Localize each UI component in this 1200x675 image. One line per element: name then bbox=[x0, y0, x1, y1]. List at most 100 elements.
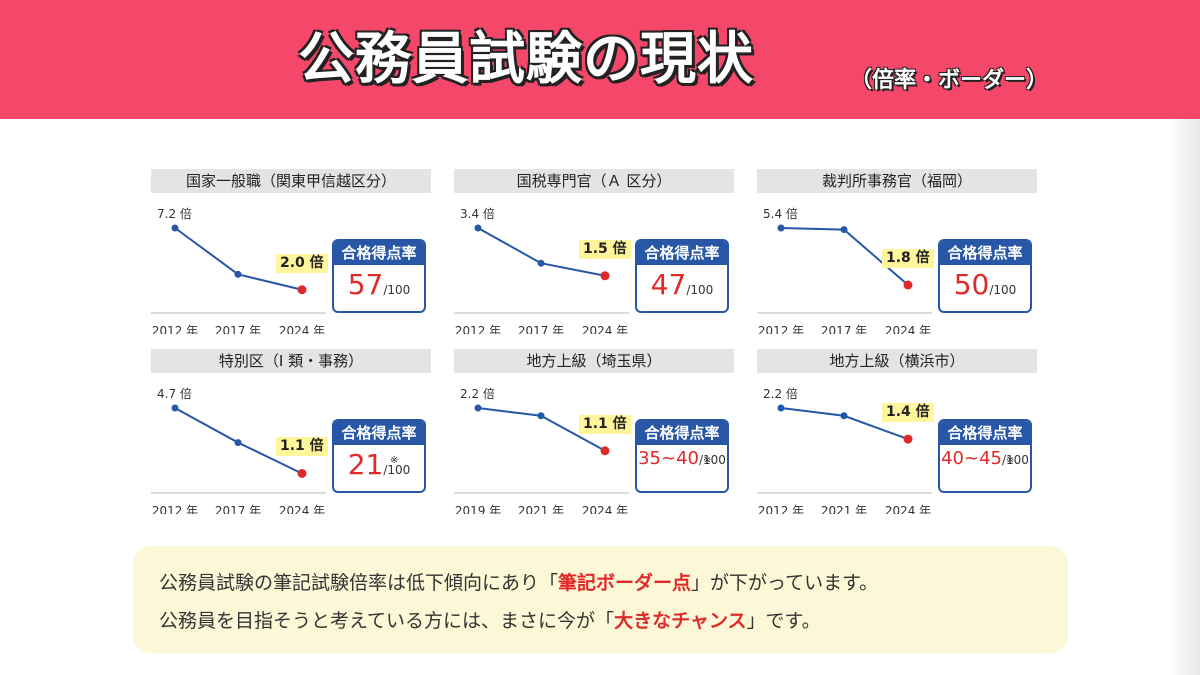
pass-rate-number: 35~40 bbox=[638, 448, 699, 469]
pass-rate-title: 合格得点率 bbox=[940, 241, 1030, 265]
x-tick-label: 2012 年 bbox=[152, 324, 198, 334]
pass-rate-title: 合格得点率 bbox=[334, 241, 424, 265]
start-value-label: 2.2 倍 bbox=[763, 386, 798, 401]
x-tick-label: 2024 年 bbox=[279, 504, 325, 514]
chart-title: 地方上級（横浜市） bbox=[757, 349, 1037, 373]
end-value-label: 2.0 倍 bbox=[276, 253, 328, 273]
x-tick-label: 2012 年 bbox=[758, 504, 804, 514]
chart-panel: 地方上級（埼玉県） 2.2 倍 2019 年 2021 年 2024 年 1.1 倍合格得… bbox=[454, 349, 744, 514]
data-point bbox=[474, 404, 482, 412]
pass-rate-box: 合格得点率 35~40/100 ※ bbox=[635, 419, 729, 493]
start-value-label: 3.4 倍 bbox=[460, 206, 495, 221]
data-point bbox=[840, 226, 848, 234]
summary-highlight-1: 筆記ボーダー点 bbox=[558, 572, 692, 594]
chart-panel: 国税専門官（Ａ 区分） 3.4 倍 2012 年 2017 年 2024 年 1.5 倍合… bbox=[454, 169, 744, 334]
data-point bbox=[297, 468, 307, 478]
end-value-label: 1.4 倍 bbox=[882, 403, 934, 423]
pass-rate-number: 57 bbox=[347, 268, 384, 301]
pass-rate-title: 合格得点率 bbox=[940, 421, 1030, 445]
chart-panel: 特別区（Ⅰ 類・事務） 4.7 倍 2012 年 2017 年 2024 年 1.1 倍合… bbox=[151, 349, 441, 514]
x-tick-label: 2021 年 bbox=[518, 504, 564, 514]
data-point bbox=[903, 280, 913, 290]
pass-rate-number: 21 bbox=[347, 448, 384, 481]
chart-panel: 裁判所事務官（福岡） 5.4 倍 2012 年 2017 年 2024 年 1.8 倍合格… bbox=[757, 169, 1047, 334]
chart-panel: 国家一般職（関東甲信越区分） 7.2 倍 2012 年 2017 年 2024 年 2.0… bbox=[151, 169, 441, 334]
end-value-label: 1.1 倍 bbox=[276, 437, 328, 457]
start-value-label: 2.2 倍 bbox=[460, 386, 495, 401]
pass-rate-value: 21/100 bbox=[334, 448, 424, 481]
start-value-label: 5.4 倍 bbox=[763, 206, 798, 221]
x-tick-label: 2017 年 bbox=[215, 324, 261, 334]
summary-line-1: 公務員試験の筆記試験倍率は低下傾向にあり「筆記ボーダー点」が下がっています。 bbox=[159, 572, 879, 594]
x-tick-label: 2012 年 bbox=[758, 324, 804, 334]
pass-rate-box: 合格得点率 57/100 bbox=[332, 239, 426, 313]
pass-rate-denominator: /100 bbox=[686, 283, 714, 297]
data-point bbox=[777, 224, 785, 232]
x-tick-label: 2024 年 bbox=[279, 324, 325, 334]
end-value-label: 1.1 倍 bbox=[579, 414, 631, 434]
pass-rate-title: 合格得点率 bbox=[637, 421, 727, 445]
pass-rate-number: 40~45 bbox=[941, 448, 1002, 469]
x-tick-label: 2017 年 bbox=[518, 324, 564, 334]
data-point bbox=[600, 446, 610, 456]
x-tick-label: 2024 年 bbox=[885, 324, 931, 334]
pass-rate-box: 合格得点率 50/100 bbox=[938, 239, 1032, 313]
note-mark: ※ bbox=[1006, 455, 1015, 466]
x-tick-label: 2019 年 bbox=[455, 504, 501, 514]
end-value-label: 1.5 倍 bbox=[579, 239, 631, 259]
data-point bbox=[537, 259, 545, 267]
start-value-label: 7.2 倍 bbox=[157, 206, 192, 221]
x-tick-label: 2017 年 bbox=[821, 324, 867, 334]
x-tick-label: 2017 年 bbox=[215, 504, 261, 514]
pass-rate-denominator: /100 bbox=[383, 463, 411, 477]
line-chart: 2.2 倍 2019 年 2021 年 2024 年 bbox=[454, 386, 629, 514]
pass-rate-denominator: /100 bbox=[383, 283, 411, 297]
note-mark: ※ bbox=[703, 455, 712, 466]
data-point bbox=[171, 224, 179, 232]
data-point bbox=[537, 412, 545, 420]
x-tick-label: 2012 年 bbox=[455, 324, 501, 334]
chart-panel: 地方上級（横浜市） 2.2 倍 2012 年 2021 年 2024 年 1.4 倍合格得… bbox=[757, 349, 1047, 514]
pass-rate-value: 57/100 bbox=[334, 268, 424, 301]
pass-rate-box: 合格得点率 40~45/100 ※ bbox=[938, 419, 1032, 493]
data-point bbox=[777, 404, 785, 412]
pass-rate-number: 50 bbox=[953, 268, 990, 301]
pass-rate-denominator: /100 bbox=[698, 453, 726, 467]
data-point bbox=[600, 271, 610, 281]
line-chart: 7.2 倍 2012 年 2017 年 2024 年 bbox=[151, 206, 326, 334]
pass-rate-value: 50/100 bbox=[940, 268, 1030, 301]
pass-rate-number: 47 bbox=[650, 268, 687, 301]
pass-rate-value: 47/100 bbox=[637, 268, 727, 301]
edge-shade bbox=[1168, 119, 1200, 675]
x-tick-label: 2012 年 bbox=[152, 504, 198, 514]
line-chart: 4.7 倍 2012 年 2017 年 2024 年 bbox=[151, 386, 326, 514]
line-chart: 2.2 倍 2012 年 2021 年 2024 年 bbox=[757, 386, 932, 514]
data-point bbox=[840, 412, 848, 420]
title-banner bbox=[0, 0, 1200, 119]
chart-title: 裁判所事務官（福岡） bbox=[757, 169, 1037, 193]
data-point bbox=[234, 270, 242, 278]
pass-rate-denominator: /100 bbox=[1001, 453, 1029, 467]
data-point bbox=[297, 285, 307, 295]
x-tick-label: 2024 年 bbox=[582, 324, 628, 334]
pass-rate-denominator: /100 bbox=[989, 283, 1017, 297]
pass-rate-title: 合格得点率 bbox=[334, 421, 424, 445]
summary-highlight-2: 大きなチャンス bbox=[614, 610, 747, 632]
line-chart: 3.4 倍 2012 年 2017 年 2024 年 bbox=[454, 206, 629, 334]
chart-title: 国税専門官（Ａ 区分） bbox=[454, 169, 734, 193]
pass-rate-box: 合格得点率 47/100 bbox=[635, 239, 729, 313]
pass-rate-title: 合格得点率 bbox=[637, 241, 727, 265]
chart-title: 特別区（Ⅰ 類・事務） bbox=[151, 349, 431, 373]
x-tick-label: 2024 年 bbox=[582, 504, 628, 514]
pass-rate-value: 40~45/100 bbox=[940, 448, 1030, 469]
page-subtitle: （倍率・ボーダー） bbox=[850, 68, 1049, 93]
chart-title: 国家一般職（関東甲信越区分） bbox=[151, 169, 431, 193]
note-mark: ※ bbox=[390, 455, 399, 466]
data-point bbox=[171, 404, 179, 412]
x-tick-label: 2024 年 bbox=[885, 504, 931, 514]
data-point bbox=[234, 439, 242, 447]
data-point bbox=[903, 434, 913, 444]
start-value-label: 4.7 倍 bbox=[157, 386, 192, 401]
data-point bbox=[474, 224, 482, 232]
pass-rate-value: 35~40/100 bbox=[637, 448, 727, 469]
